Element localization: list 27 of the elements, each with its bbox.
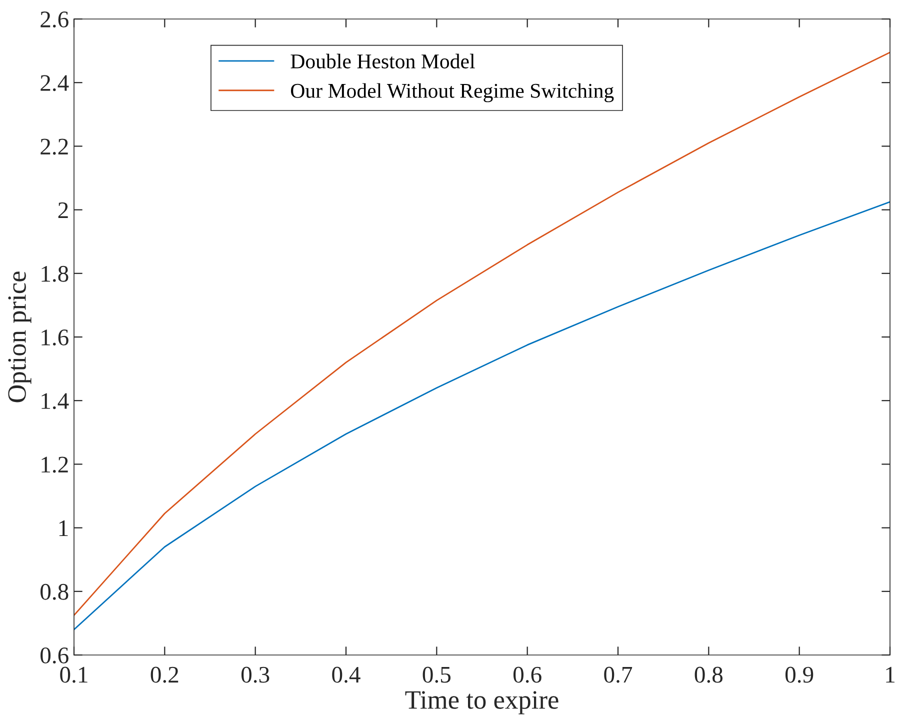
- x-tick-label: 0.4: [332, 666, 360, 683]
- y-tick-label: 1.8: [42, 266, 68, 282]
- y-tick-label: 2.2: [40, 138, 68, 155]
- x-tick-label: 0.5: [422, 666, 450, 683]
- x-tick-label: 0.1: [60, 666, 88, 683]
- x-tick-label: 0.3: [241, 666, 270, 683]
- y-tick-label: 1.2: [42, 456, 68, 473]
- y-tick-label: 0.8: [40, 584, 68, 600]
- y-tick-label: 1: [59, 520, 68, 536]
- x-tick-label: 0.2: [150, 666, 178, 683]
- line-series: [74, 52, 890, 616]
- x-tick-label: 0.6: [513, 666, 542, 683]
- y-axis-title: Option price: [8, 272, 32, 402]
- legend-label: Double Heston Model: [290, 54, 475, 68]
- line-series: [74, 201, 890, 630]
- x-tick-label: 0.8: [694, 666, 723, 683]
- x-tick-label: 1: [886, 666, 894, 682]
- x-tick-label: 0.9: [785, 666, 814, 683]
- x-axis-title: Time to expire: [405, 691, 558, 714]
- y-tick-label: 1.4: [42, 393, 69, 410]
- legend-label: Our Model Without Regime Switching: [290, 83, 614, 102]
- y-tick-label: 1.6: [42, 330, 68, 346]
- y-tick-label: 2.4: [40, 75, 69, 92]
- y-tick-label: 0.6: [40, 647, 68, 664]
- x-tick-label: 0.7: [604, 666, 632, 683]
- y-tick-label: 2: [58, 202, 68, 218]
- y-tick-label: 2.6: [40, 12, 68, 28]
